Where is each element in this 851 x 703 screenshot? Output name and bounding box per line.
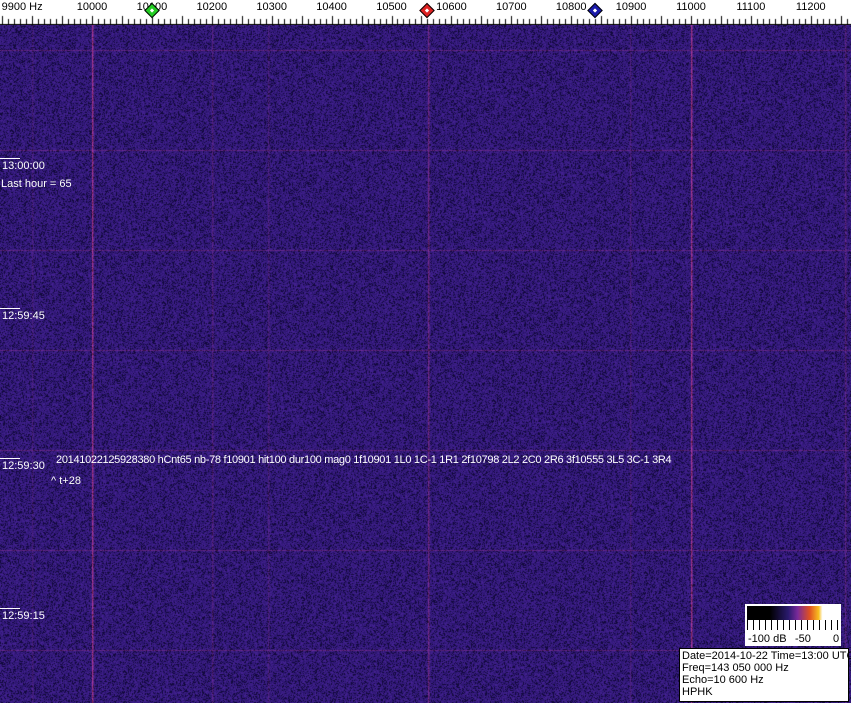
frequency-label: 11000 (676, 1, 706, 13)
detection-line: 20141022125928380 hCnt65 nb-78 f10901 hi… (56, 454, 672, 466)
station: HPHK (682, 686, 713, 698)
timestamp: 12:59:30 (2, 460, 45, 472)
time-tick (0, 308, 20, 309)
frequency-label: 10300 (256, 1, 287, 13)
waterfall-display (0, 25, 851, 703)
timestamp: 12:59:45 (2, 310, 45, 322)
legend-label: -100 dB (748, 633, 787, 645)
frequency-scale: 9900 Hz100001010010200103001040010500106… (0, 0, 851, 25)
frequency-label: 10000 (76, 1, 108, 13)
frequency-label: 10700 (496, 1, 527, 13)
color-legend: -100 dB -50 0 (745, 604, 841, 646)
frequency-label: 9900 Hz (1, 1, 43, 13)
timestamp: 13:00:00 (2, 160, 45, 172)
legend-label: -50 (795, 633, 811, 645)
frequency-label: 10200 (196, 1, 228, 13)
date-time: Date=2014-10-22 Time=13:00 UTC (682, 650, 851, 662)
frequency: Freq=143 050 000 Hz (682, 662, 789, 674)
time-tick (0, 158, 20, 159)
echo-frequency: Echo=10 600 Hz (682, 674, 764, 686)
detection-offset: ^ t+28 (51, 475, 81, 487)
time-tick (0, 458, 20, 459)
frequency-label: 11200 (795, 1, 826, 13)
frequency-label: 10400 (316, 1, 347, 13)
time-tick (0, 608, 20, 609)
legend-label: 0 (833, 633, 840, 645)
color-gradient (747, 606, 839, 620)
frequency-label: 10900 (615, 1, 647, 13)
frequency-label: 10500 (376, 1, 407, 13)
info-box: Date=2014-10-22 Time=13:00 UTC Freq=143 … (679, 648, 851, 702)
timestamp: 12:59:15 (2, 610, 45, 622)
legend-ticks (747, 620, 839, 630)
frequency-label: 11100 (736, 1, 766, 13)
frequency-label: 10600 (436, 1, 467, 13)
frequency-label: 10800 (555, 1, 587, 13)
last-hour-count: Last hour = 65 (1, 178, 72, 190)
